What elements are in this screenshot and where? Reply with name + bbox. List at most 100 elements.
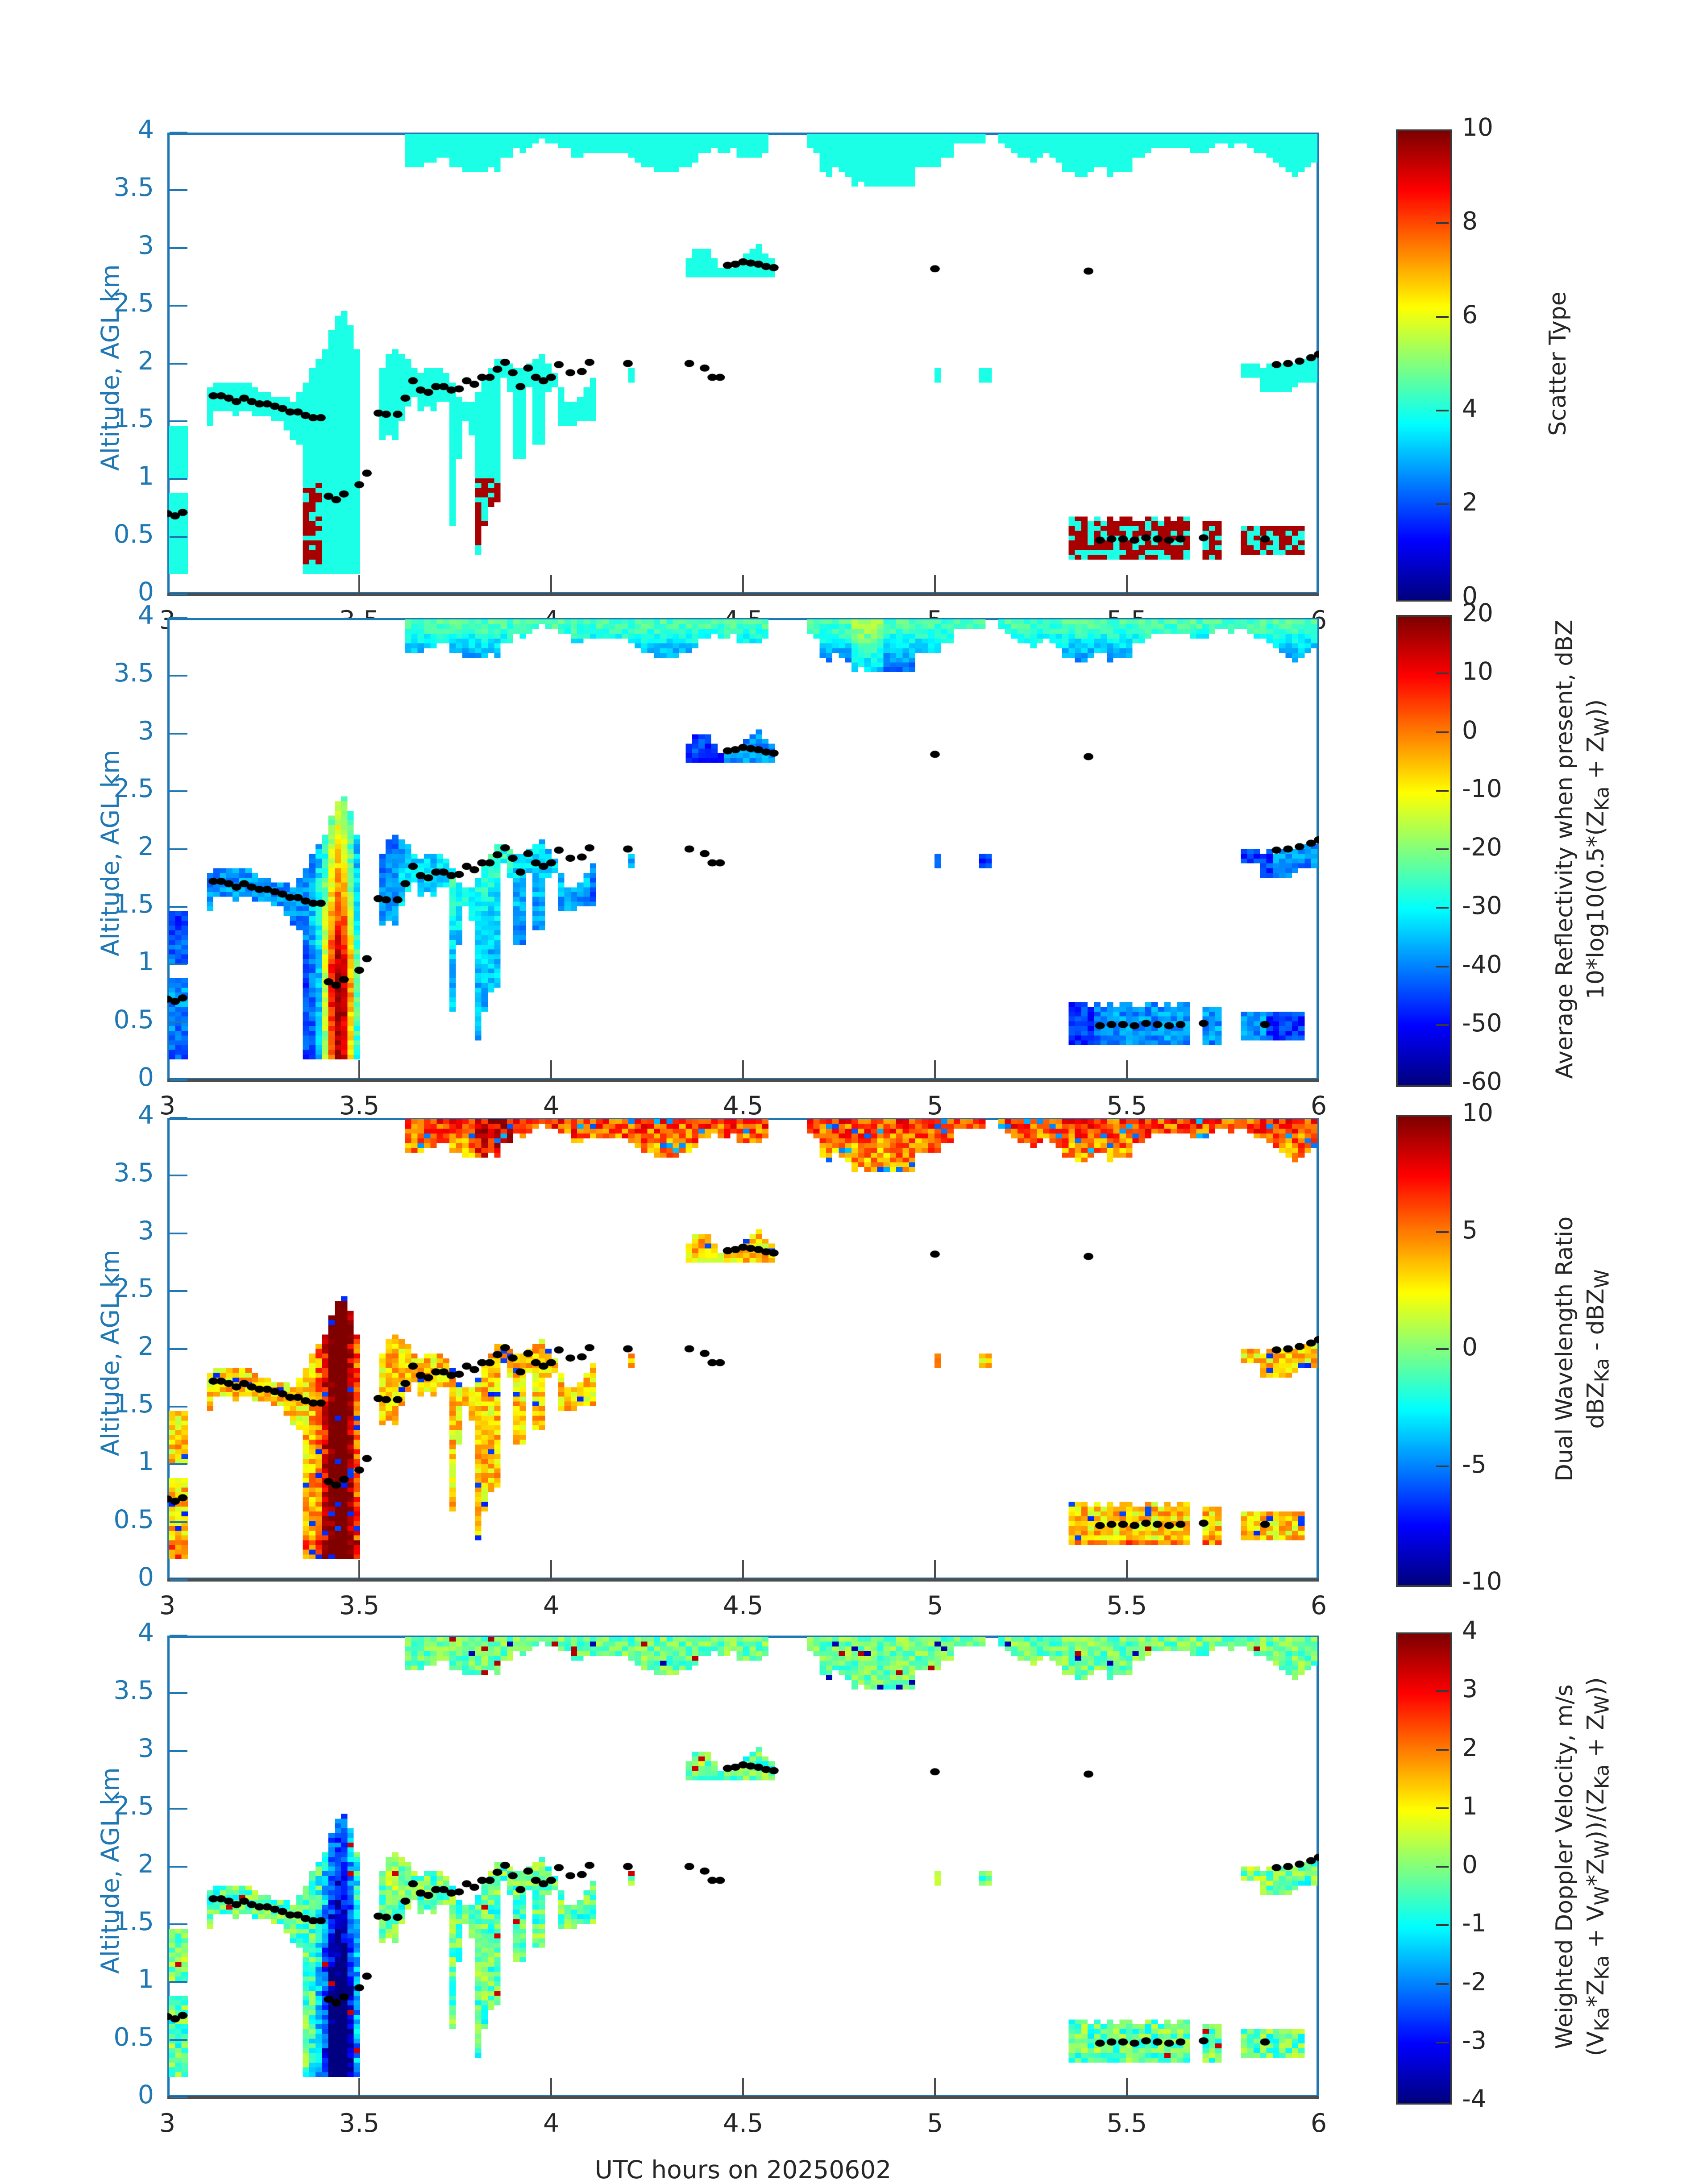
colorbar (1396, 129, 1452, 602)
x-axis-tick-label: 3.5 (339, 1091, 380, 1121)
colorbar-tick-label: 10 (1462, 657, 1493, 686)
x-axis-tick-label: 3.5 (339, 2109, 380, 2138)
colorbar-tick-mark (1436, 222, 1449, 224)
y-axis-tick-label: 3 (137, 1216, 154, 1246)
y-axis-tick-mark (170, 536, 187, 538)
colorbar-tick-label: -20 (1462, 833, 1502, 861)
y-axis-tick-mark (170, 1348, 187, 1350)
x-axis-line (167, 2096, 1319, 2099)
colorbar-tick-label: 5 (1462, 1215, 1478, 1244)
x-axis-line (167, 593, 1319, 596)
colorbar-tick-mark (1436, 907, 1449, 909)
x-axis-tick-label: 3.5 (339, 1591, 380, 1620)
colorbar-tick-mark (1436, 965, 1449, 967)
y-axis-tick-label: 0.5 (113, 519, 154, 549)
y-axis-tick-mark (170, 617, 187, 619)
y-axis-tick-label: 2.5 (113, 288, 154, 318)
x-axis-tick-label: 5 (926, 1591, 943, 1620)
x-axis-tick-mark (1126, 1060, 1128, 1080)
y-axis-tick-mark (170, 790, 187, 793)
y-axis-tick-label: 3.5 (113, 658, 154, 688)
melting-level-dots (167, 133, 1319, 594)
colorbar (1396, 1115, 1452, 1587)
colorbar-tick-mark (1436, 1983, 1449, 1985)
colorbar-tick-mark (1436, 1024, 1449, 1026)
y-axis-tick-label: 1.5 (113, 403, 154, 433)
y-axis-tick-label: 1 (137, 1447, 154, 1477)
y-axis-tick-label: 4 (137, 1100, 154, 1130)
colorbar-tick-label: 3 (1462, 1674, 1478, 1703)
colorbar-tick-label: 6 (1462, 300, 1478, 329)
y-axis-tick-mark (170, 1808, 187, 1810)
colorbar-tick-label: 0 (1462, 581, 1478, 610)
colorbar-tick-mark (1436, 410, 1449, 411)
x-axis-tick-label: 6 (1310, 2109, 1327, 2138)
y-axis-tick-mark (170, 247, 187, 249)
colorbar-tick-label: 0 (1462, 715, 1478, 744)
x-axis-tick-mark (1126, 1560, 1128, 1580)
colorbar-tick-mark (1436, 2041, 1449, 2043)
x-axis-tick-mark (742, 575, 744, 594)
x-axis-tick-label: 5.5 (1106, 1091, 1147, 1121)
colorbar-tick-mark (1436, 673, 1449, 675)
y-axis-tick-mark (170, 732, 187, 735)
x-axis-line (167, 1578, 1319, 1582)
colorbar-tick-mark (1436, 316, 1449, 318)
y-axis-tick-mark (170, 1117, 187, 1119)
colorbar-tick-label: 10 (1462, 113, 1493, 141)
x-axis-tick-label: 4 (543, 2109, 560, 2138)
colorbar-tick-mark (1436, 1924, 1449, 1927)
x-axis-tick-label: 6 (1310, 1091, 1327, 1121)
colorbar-tick-mark (1436, 1690, 1449, 1692)
y-axis-tick-mark (170, 1579, 187, 1581)
melting-level-dots (167, 1118, 1319, 1580)
x-axis-tick-mark (934, 1060, 936, 1080)
y-axis-tick-mark (170, 1232, 187, 1234)
x-axis-tick-label: 5 (926, 1091, 943, 1121)
colorbar-tick-label: -2 (1462, 1967, 1487, 1996)
y-axis-tick-label: 3 (137, 1733, 154, 1763)
x-axis-tick-label: 4 (543, 1591, 560, 1620)
x-axis-tick-mark (550, 2078, 552, 2097)
colorbar-tick-label: -3 (1462, 2026, 1487, 2055)
y-axis-tick-label: 3.5 (113, 1676, 154, 1706)
x-axis-tick-label: 3 (159, 1591, 176, 1620)
colorbar-tick-mark (1436, 1465, 1449, 1467)
colorbar-label-secondary: (VKa*ZKa + VW*ZW))/(ZKa + ZW)) (1582, 1677, 1614, 2056)
colorbar-tick-mark (1436, 1866, 1449, 1868)
x-axis-label: UTC hours on 20250602 (594, 2155, 892, 2184)
colorbar-tick-label: 4 (1462, 1616, 1478, 1644)
colorbar-tick-mark (1436, 1807, 1449, 1809)
x-axis-tick-label: 3 (159, 2109, 176, 2138)
y-axis-tick-label: 0.5 (113, 1005, 154, 1034)
x-axis-tick-label: 4.5 (723, 1591, 764, 1620)
y-axis-tick-mark (170, 1981, 187, 1983)
colorbar (1396, 1632, 1452, 2105)
x-axis-tick-mark (742, 1060, 744, 1080)
x-axis-tick-label: 3 (159, 1091, 176, 1121)
x-axis-tick-mark (550, 575, 552, 594)
y-axis-tick-mark (170, 1079, 187, 1081)
y-axis-tick-label: 0 (137, 577, 154, 606)
colorbar-tick-label: -30 (1462, 891, 1502, 920)
x-axis-line (167, 1079, 1319, 1082)
x-axis-tick-mark (358, 1060, 360, 1080)
colorbar-tick-label: 0 (1462, 1850, 1478, 1879)
y-axis-tick-mark (170, 1521, 187, 1523)
x-axis-tick-mark (358, 2078, 360, 2097)
colorbar-tick-mark (1436, 731, 1449, 733)
y-axis-tick-mark (170, 1750, 187, 1752)
colorbar-tick-label: -10 (1462, 774, 1502, 803)
y-axis-tick-mark (170, 132, 187, 133)
y-axis-tick-mark (170, 1635, 187, 1636)
y-axis-tick-mark (170, 594, 187, 595)
y-axis-tick-label: 2 (137, 1331, 154, 1361)
y-axis-tick-label: 1 (137, 461, 154, 491)
x-axis-tick-mark (742, 1560, 744, 1580)
colorbar-tick-label: 2 (1462, 488, 1478, 516)
colorbar-tick-label: -10 (1462, 1567, 1502, 1595)
y-axis-tick-mark (170, 305, 187, 307)
colorbar-tick-mark (1436, 789, 1449, 792)
y-axis-tick-label: 1.5 (113, 889, 154, 919)
